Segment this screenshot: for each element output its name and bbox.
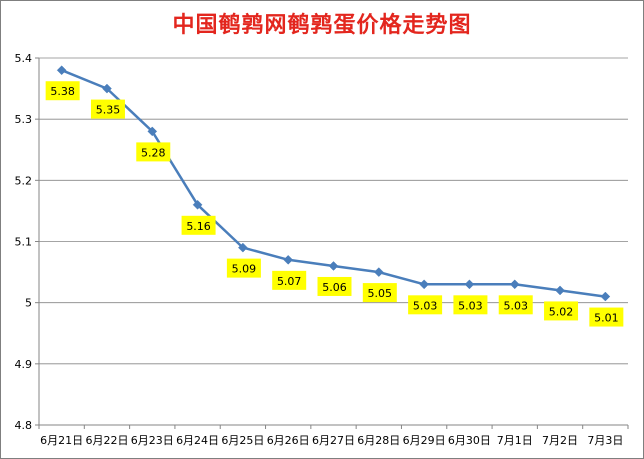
y-tick-label: 5.1 (15, 236, 33, 249)
data-label-background (226, 258, 261, 278)
data-label: 5.03 (498, 295, 533, 315)
data-point (328, 261, 339, 271)
data-label: 5.06 (317, 276, 352, 296)
data-label-background (317, 276, 352, 296)
data-label: 5.07 (272, 270, 307, 290)
x-tick-label: 6月25日 (221, 434, 264, 447)
data-point (600, 291, 611, 302)
data-point (238, 242, 248, 253)
x-tick-label: 6月29日 (403, 434, 446, 447)
data-label-text: 5.01 (594, 312, 619, 325)
y-axis-ticks: 4.8 4.9 5 5.1 5.2 5.3 5.4 (15, 52, 33, 432)
data-label-text: 5.03 (503, 299, 528, 312)
x-tick-label: 6月30日 (448, 434, 491, 447)
data-point (56, 65, 67, 76)
data-point (464, 279, 475, 290)
data-label: 5.03 (453, 295, 488, 315)
y-tick-label: 5 (25, 297, 32, 310)
data-point (147, 126, 158, 137)
x-tick-label: 6月21日 (40, 434, 83, 447)
data-label-text: 5.09 (232, 263, 257, 276)
data-point (373, 267, 384, 277)
data-label: 5.02 (544, 301, 579, 321)
data-label-text: 5.28 (141, 146, 166, 159)
x-tick-label: 7月2日 (542, 434, 578, 447)
data-label-background (408, 295, 443, 315)
axes (35, 57, 629, 429)
data-label: 5.03 (408, 295, 443, 315)
data-point (283, 254, 294, 265)
x-tick-label: 6月26日 (267, 434, 310, 447)
data-label: 5.38 (45, 81, 80, 101)
data-label-text: 5.03 (458, 299, 483, 312)
data-label: 5.01 (589, 307, 624, 327)
data-label-text: 5.05 (368, 287, 393, 300)
chart-title: 中国鹌鹑网鹌鹑蛋价格走势图 (172, 12, 472, 38)
data-label-text: 5.35 (96, 104, 121, 117)
data-label-background (589, 307, 624, 327)
data-label-background (181, 215, 216, 235)
x-tick-label: 6月24日 (176, 434, 219, 447)
data-label-text: 5.16 (186, 220, 211, 233)
gridlines (39, 57, 628, 365)
data-label-text: 5.02 (549, 305, 574, 318)
y-tick-label: 5.3 (15, 113, 33, 126)
data-point (192, 199, 203, 210)
data-label-background (544, 301, 579, 321)
x-tick-label: 6月23日 (131, 434, 174, 447)
data-point (509, 279, 520, 290)
data-label-text: 5.06 (322, 281, 347, 294)
x-tick-label: 6月27日 (312, 434, 355, 447)
data-label-background (362, 283, 397, 303)
data-label-text: 5.03 (413, 299, 438, 312)
x-tick-label: 7月3日 (587, 434, 623, 447)
data-label-text: 5.38 (50, 85, 75, 98)
data-label-background (453, 295, 488, 315)
data-label-background (90, 99, 125, 119)
data-label: 5.35 (90, 99, 125, 119)
data-label-background (498, 295, 533, 315)
data-label-background (45, 81, 80, 101)
data-point (102, 83, 112, 94)
data-labels: 5.38 5.35 5.28 5.16 5.09 5.07 5.06 5.05 5.03 5.03… (45, 81, 624, 327)
x-tick-label: 6月28日 (357, 434, 400, 447)
y-tick-label: 5.4 (15, 52, 33, 65)
data-label-text: 5.07 (277, 275, 302, 288)
x-tick-label: 6月22日 (85, 434, 128, 447)
markers (56, 65, 611, 302)
data-label: 5.16 (181, 215, 216, 235)
data-label: 5.05 (362, 283, 397, 303)
data-point (419, 279, 429, 290)
data-label-background (272, 270, 307, 290)
y-tick-label: 4.9 (15, 358, 33, 371)
data-label: 5.28 (136, 142, 171, 162)
data-point (555, 285, 565, 296)
x-tick-label: 7月1日 (497, 434, 533, 447)
y-tick-label: 5.2 (15, 174, 33, 187)
x-axis-ticks: 6月21日 6月22日 6月23日 6月24日 6月25日 6月26日 6月27日 6月28日… (40, 434, 623, 447)
data-label: 5.09 (226, 258, 261, 278)
y-tick-label: 4.8 (15, 419, 33, 432)
data-label-background (136, 142, 171, 162)
